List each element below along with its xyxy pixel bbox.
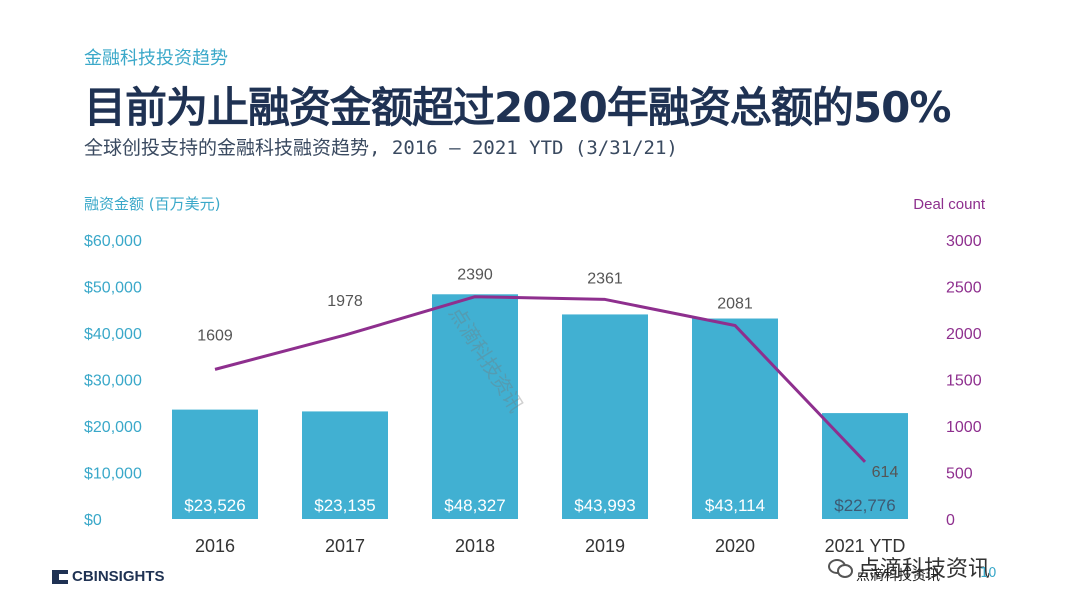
line-data-label: 2361 (587, 270, 623, 287)
right-tick-label: 500 (946, 466, 973, 483)
bar (302, 411, 388, 519)
x-tick-label: 2016 (195, 536, 235, 556)
bar-data-label: $22,776 (834, 496, 895, 515)
cbinsights-logo: CBINSIGHTS (52, 568, 165, 585)
left-axis-title: 融资金额 (百万美元) (84, 195, 220, 213)
bar (172, 409, 258, 519)
cbinsights-logo-icon (52, 569, 68, 584)
deal-count-line (214, 295, 867, 463)
right-tick-label: 0 (946, 512, 955, 529)
watermark-text: 点滴科技资讯 (858, 557, 991, 582)
right-tick-label: 2500 (946, 280, 982, 297)
bar (432, 294, 518, 519)
line-data-label: 1609 (197, 327, 233, 344)
cbinsights-logo-text: CBINSIGHTS (72, 568, 165, 585)
left-tick-label: $30,000 (84, 373, 142, 390)
bar-data-label: $23,526 (184, 496, 245, 515)
right-tick-label: 3000 (946, 233, 982, 250)
right-tick-label: 2000 (946, 326, 982, 343)
left-tick-label: $40,000 (84, 326, 142, 343)
watermark-small: 点滴科技资讯 (856, 568, 940, 584)
chart-subtitle: 全球创投支持的金融科技融资趋势, 2016 – 2021 YTD (3/31/2… (84, 137, 678, 159)
bar-data-label: $23,135 (314, 496, 375, 515)
page-number: 10 (980, 566, 997, 581)
bar-data-label: $43,114 (705, 496, 765, 515)
bar (562, 314, 648, 519)
bar-data-label: $43,993 (574, 496, 635, 515)
right-axis-title: Deal count (913, 196, 986, 213)
page-title: 目前为止融资金额超过2020年融资总额的50% (84, 83, 951, 132)
line-data-label: 614 (872, 464, 899, 481)
right-tick-label: 1500 (946, 373, 982, 390)
x-tick-label: 2019 (585, 536, 625, 556)
bar-data-label: $48,327 (444, 496, 505, 515)
wechat-icon (828, 557, 853, 578)
x-tick-label: 2017 (325, 536, 365, 556)
left-tick-label: $10,000 (84, 466, 142, 483)
right-tick-label: 1000 (946, 419, 982, 436)
line-data-label: 1978 (327, 293, 363, 310)
bar (692, 318, 778, 519)
x-tick-label: 2021 YTD (825, 536, 906, 556)
line-data-label: 2081 (717, 295, 753, 312)
left-tick-label: $50,000 (84, 280, 142, 297)
watermark-badge: 点滴科技资讯 (828, 551, 990, 583)
x-tick-label: 2018 (455, 536, 495, 556)
x-tick-label: 2020 (715, 536, 755, 556)
line-data-label: 2390 (457, 267, 493, 284)
left-tick-label: $20,000 (84, 419, 142, 436)
section-label: 金融科技投资趋势 (84, 48, 228, 69)
left-tick-label: $60,000 (84, 233, 142, 250)
left-tick-label: $0 (84, 512, 102, 529)
